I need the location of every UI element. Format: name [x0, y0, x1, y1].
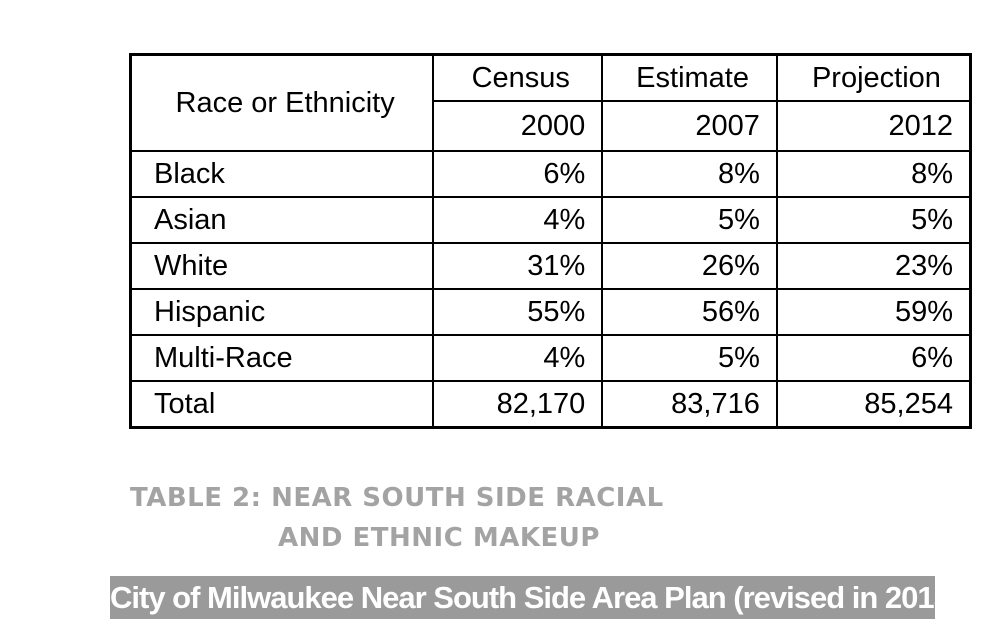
table-header-row: Race or Ethnicity Census Estimate Projec…: [129, 53, 972, 152]
caption-line-2: AND ETHNIC MAKEUP: [278, 523, 600, 553]
column-year-2000: 2000: [432, 100, 604, 152]
table-cell: 59%: [775, 288, 972, 336]
table-year-row: 2000 2007 2012: [131, 100, 972, 152]
table-cell: 5%: [601, 196, 778, 244]
row-label: Black: [129, 150, 435, 198]
table-cell: 5%: [775, 196, 972, 244]
table-cell: 4%: [432, 196, 604, 244]
column-type-estimate: Estimate: [601, 53, 778, 102]
table-cell: 6%: [432, 150, 604, 198]
table-caption: TABLE 2: NEAR SOUTH SIDE RACIAL AND ETHN…: [130, 478, 664, 558]
column-type-census: Census: [432, 53, 604, 102]
column-type-projection: Projection: [775, 53, 972, 102]
row-label: White: [129, 242, 435, 290]
row-label: Multi-Race: [129, 334, 435, 382]
table-row: Asian 4% 5% 5%: [129, 196, 972, 244]
table-cell: 4%: [432, 334, 604, 382]
table-cell: 23%: [775, 242, 972, 290]
table-cell: 31%: [432, 242, 604, 290]
table-cell: 8%: [601, 150, 778, 198]
table-row: Black 6% 8% 8%: [129, 150, 972, 198]
column-year-2007: 2007: [601, 100, 778, 152]
table-cell: 26%: [601, 242, 778, 290]
table-cell: 85,254: [775, 380, 972, 429]
caption-line-1: TABLE 2: NEAR SOUTH SIDE RACIAL: [130, 483, 664, 513]
table-row: Hispanic 55% 56% 59%: [129, 288, 972, 336]
table-cell: 5%: [601, 334, 778, 382]
table-cell: 83,716: [601, 380, 778, 429]
row-label: Asian: [129, 196, 435, 244]
table-cell: 82,170: [432, 380, 604, 429]
table-cell: 55%: [432, 288, 604, 336]
row-header: Race or Ethnicity: [129, 53, 435, 152]
column-year-2012: 2012: [775, 100, 972, 152]
table-cell: 6%: [775, 334, 972, 382]
table-cell: 56%: [601, 288, 778, 336]
table-cell: 8%: [775, 150, 972, 198]
row-label: Total: [129, 380, 435, 429]
table-row: Multi-Race 4% 5% 6%: [129, 334, 972, 382]
row-label: Hispanic: [129, 288, 435, 336]
table-row-total: Total 82,170 83,716 85,254: [129, 380, 972, 429]
table-row: White 31% 26% 23%: [129, 242, 972, 290]
ethnicity-table: Race or Ethnicity Census Estimate Projec…: [129, 53, 972, 429]
source-banner: City of Milwaukee Near South Side Area P…: [110, 576, 935, 619]
